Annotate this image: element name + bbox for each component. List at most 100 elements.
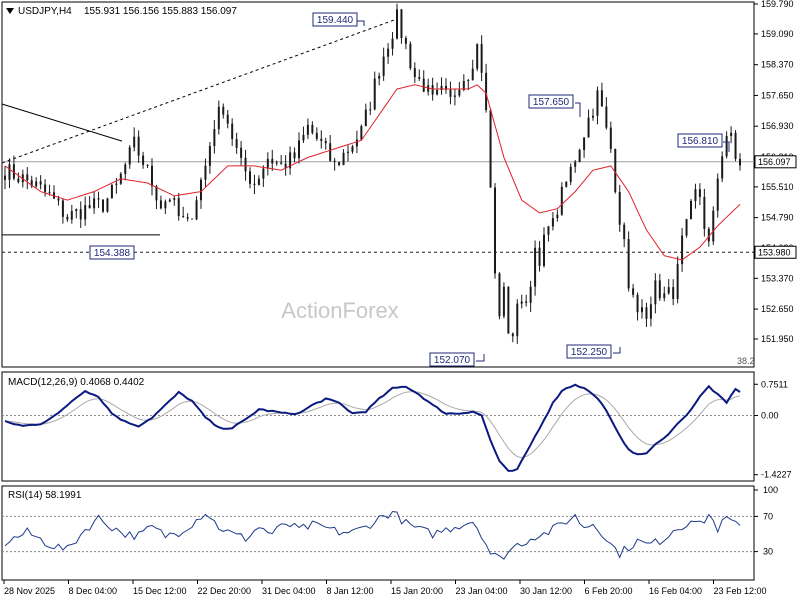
candle-body [574,161,577,167]
candle-body [44,184,47,192]
price-tick-label: 151.950 [761,334,794,344]
candle-body [106,198,109,212]
candle-body [645,307,648,319]
candle-body [725,135,728,157]
price-annotation: 152.070 [429,352,485,367]
candle-body [213,129,216,147]
price-annotation: 157.650 [528,94,581,117]
annotation-leader [575,102,581,117]
candle-body [48,191,51,193]
candle-body [431,85,434,95]
candle-body [404,38,407,44]
candle-body [520,301,523,304]
macd-tick-label: 0.7511 [761,379,788,389]
time-tick-label: 31 Dec 04:00 [262,586,316,596]
candle-body [360,126,363,140]
candle-body [266,158,269,169]
candle-body [587,117,590,138]
candle-body [102,199,104,212]
price-annotation: 156.810 [677,133,730,152]
candle-body [734,132,737,159]
annotation-box [89,245,135,260]
candle-body [578,149,581,162]
candle-body [12,164,15,179]
watermark: ActionForex [281,298,398,323]
candle-body [551,218,554,227]
candle-body [418,77,421,79]
price-tick-label: 152.650 [761,304,794,314]
candle-body [663,293,666,299]
rsi-tick-label: 30 [763,547,773,557]
candle-body [168,199,171,202]
candle-body [347,151,349,153]
support-box [754,245,797,259]
candle-body [338,161,341,166]
candle-body [690,200,692,220]
candle-body [110,184,113,199]
annotation-leader [476,354,485,362]
candle-body [507,286,510,334]
rsi-axis: 100 70 30 [754,485,778,557]
candle-body [707,228,710,242]
candle-body [636,294,639,313]
price-axis: 159.790159.090158.370157.650156.930156.2… [754,0,797,344]
candle-body [538,247,541,266]
candle-body [57,198,60,201]
candle-body [600,90,603,107]
candle-body [284,163,287,169]
candle-body [596,90,599,116]
candle-body [471,68,474,81]
candle-body [467,80,470,82]
candle-body [502,286,505,317]
candle-body [445,85,447,90]
candle-body [320,138,323,141]
rsi-title: RSI(14) 58.1991 [8,490,82,501]
candle-body [449,89,452,97]
candle-body [164,201,167,209]
candle-body [115,183,118,185]
candle-body [124,164,127,174]
candle-body [373,78,376,110]
candle-body [186,217,189,219]
price-annotations: 159.440 157.650 156.810 154.388 152.070 152.2… [89,12,730,367]
annotation-label: 152.070 [434,355,471,366]
annotation-label: 156.810 [682,136,719,147]
candle-body [240,147,243,158]
symbol-title: USDJPY,H4 [18,6,72,17]
candle-body [658,280,661,299]
time-tick-label: 23 Feb 12:00 [714,586,767,596]
candle-body [592,115,594,118]
price-candles [4,3,741,344]
trend-lines [1,18,398,236]
macd-tick-label: 0.00 [761,411,779,421]
moving-average-line [4,84,741,261]
time-tick-label: 8 Jan 12:00 [327,586,374,596]
candle-body [142,155,145,165]
time-tick-label: 30 Jan 12:00 [520,586,572,596]
symbol-dropdown-icon[interactable] [6,8,14,14]
support-label: 153.980 [758,247,791,257]
candle-body [565,181,568,187]
candle-body [84,205,87,220]
candle-body [271,158,274,164]
candle-body [730,132,733,136]
candle-body [342,152,345,166]
candle-body [275,162,278,164]
candle-body [177,198,180,217]
rsi-line [4,510,741,560]
price-annotation: 159.440 [312,12,365,27]
candle-body [8,164,11,180]
annotation-box [429,352,475,367]
candle-body [694,189,697,201]
candle-body [462,81,465,90]
candle-body [476,44,479,69]
candle-body [311,124,314,133]
candle-body [516,303,519,337]
candle-body [703,196,706,229]
annotation-label: 154.388 [94,248,131,259]
candle-body [605,106,608,128]
price-tick-label: 159.790 [761,0,794,9]
current-price-tag: 156.097 [754,155,797,169]
candle-body [627,239,630,289]
